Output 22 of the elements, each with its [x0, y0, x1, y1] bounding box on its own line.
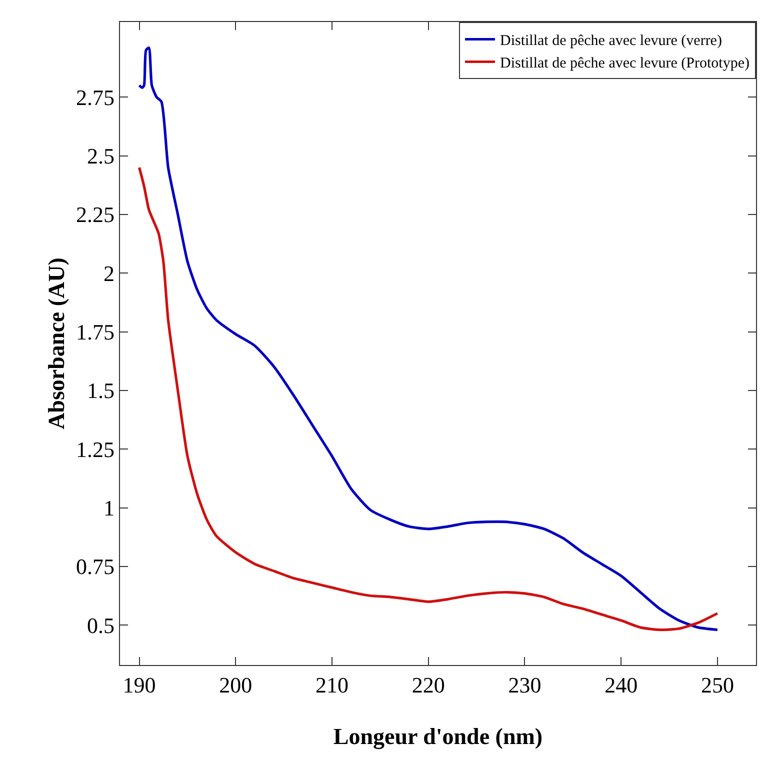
x-tick-label: 220	[412, 672, 445, 698]
y-tick-label: 1.75	[76, 319, 114, 344]
y-tick-label: 2	[104, 260, 114, 286]
y-tick-label: 0.75	[76, 554, 114, 580]
line-series	[138, 166, 719, 632]
y-tick-label: 2.25	[76, 202, 114, 228]
legend-label: Distillat de pêche avec levure (Prototype)	[500, 56, 750, 72]
y-tick-label: 2.5	[87, 143, 114, 168]
y-tick-label: 1.25	[76, 436, 114, 462]
y-tick-label: 1	[104, 495, 114, 520]
x-tick-label: 190	[122, 672, 156, 698]
x-tick-label: 210	[316, 672, 348, 698]
y-tick-label: 1.5	[87, 378, 114, 404]
x-tick-label: 240	[604, 672, 638, 698]
x-axis-title: Longeur d'onde (nm)	[333, 724, 543, 750]
x-tick-label: 200	[219, 672, 252, 698]
legend-label: Distillat de pêche avec levure (verre)	[500, 33, 722, 50]
y-tick-label: 0.5	[87, 612, 114, 638]
x-tick-label: 250	[700, 672, 734, 698]
y-tick-label: 2.75	[76, 84, 114, 110]
y-axis-title: Absorbance (AU)	[44, 258, 69, 430]
x-tick-label: 230	[508, 672, 542, 698]
